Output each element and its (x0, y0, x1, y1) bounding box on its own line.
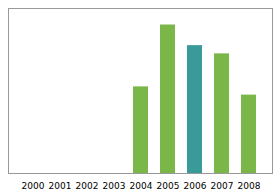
svg-text:2007: 2007 (211, 181, 234, 191)
svg-text:2004: 2004 (130, 181, 153, 191)
svg-text:2001: 2001 (49, 181, 72, 191)
svg-text:2002: 2002 (76, 181, 99, 191)
svg-text:2005: 2005 (157, 181, 180, 191)
svg-text:2003: 2003 (103, 181, 126, 191)
svg-text:2006: 2006 (184, 181, 207, 191)
svg-text:2008: 2008 (238, 181, 261, 191)
svg-text:2000: 2000 (22, 181, 45, 191)
